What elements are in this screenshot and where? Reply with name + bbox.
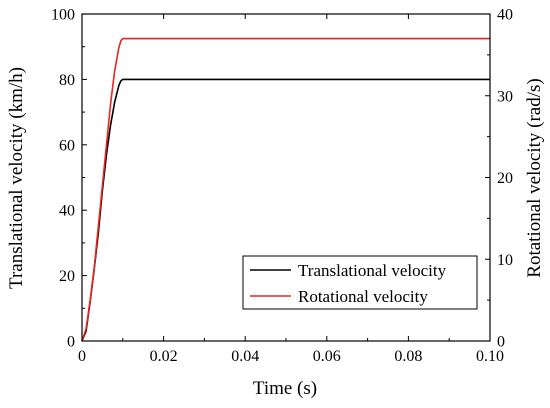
- y-right-tick-label: 20: [497, 170, 513, 187]
- legend-label-translational: Translational velocity: [298, 261, 447, 280]
- y-left-tick-label: 20: [59, 268, 75, 285]
- y-left-tick-label: 80: [59, 72, 75, 89]
- y-right-tick-label: 0: [497, 334, 505, 351]
- y-left-tick-label: 0: [67, 334, 75, 351]
- y-right-tick-label: 10: [497, 252, 513, 269]
- x-tick-label: 0.02: [150, 348, 178, 365]
- legend-label-rotational: Rotational velocity: [298, 287, 428, 306]
- plot-layer: [81, 37, 490, 342]
- y-axis-right-title: Rotational velocity (rad/s): [524, 78, 545, 277]
- axes-layer: 0 0.02 0.04 0.06 0.08 0.100204060801000102030…: [51, 7, 513, 366]
- series-line-rotational-velocity: [81, 37, 490, 342]
- y-left-tick-label: 100: [51, 7, 75, 24]
- y-left-tick-label: 40: [59, 203, 75, 220]
- y-axis-left-title: Translational velocity (km/h): [6, 67, 27, 289]
- x-tick-label: 0.10: [476, 348, 504, 365]
- legend: Translational velocity Rotational veloci…: [242, 255, 478, 310]
- x-tick-label: 0.06: [313, 348, 341, 365]
- x-tick-label: 0.08: [394, 348, 422, 365]
- x-tick-label: 0: [78, 348, 86, 365]
- y-right-tick-label: 30: [497, 88, 513, 105]
- y-right-tick-label: 40: [497, 7, 513, 24]
- x-axis-title: Time (s): [253, 378, 317, 399]
- y-left-tick-label: 60: [59, 137, 75, 154]
- x-tick-label: 0.04: [231, 348, 259, 365]
- legend-box: [242, 255, 478, 310]
